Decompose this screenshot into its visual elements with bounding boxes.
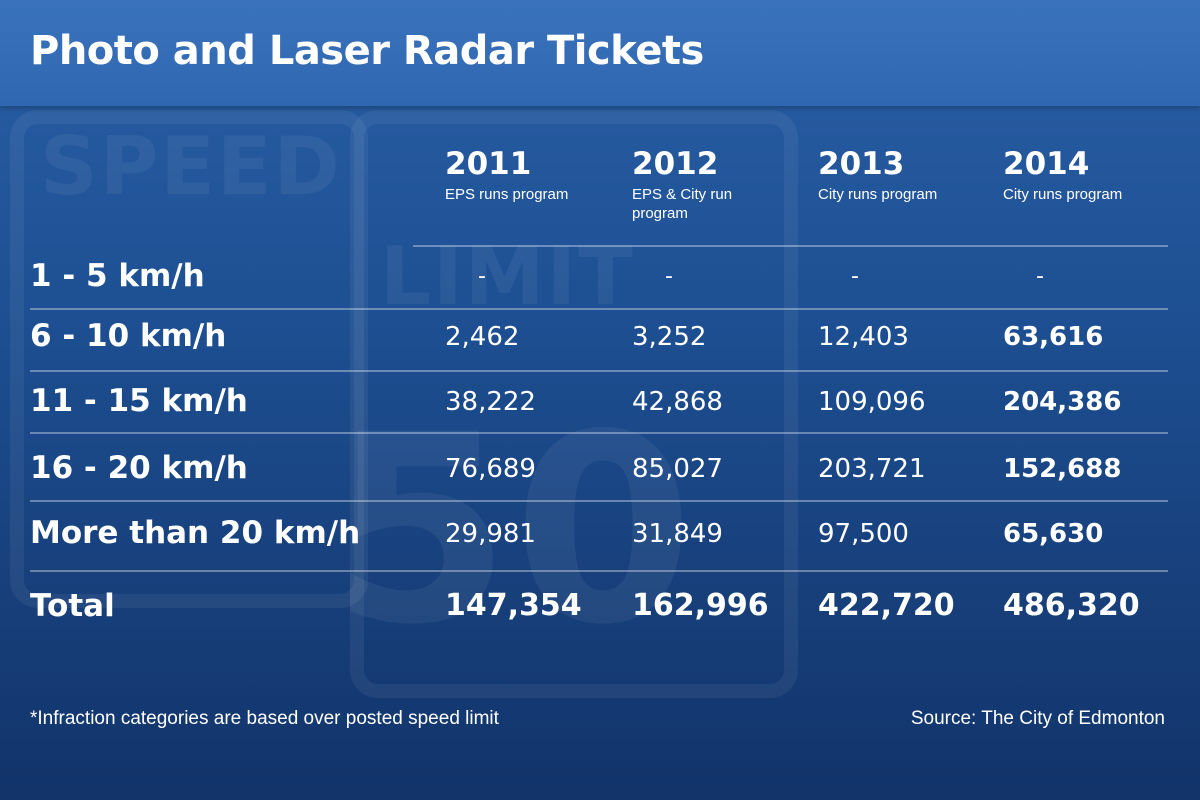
table-cell: 29,981 [445, 519, 536, 549]
column-year: 2012 [632, 146, 719, 182]
column-header: 2012 EPS & City run program [632, 145, 812, 223]
column-year: 2013 [818, 146, 905, 182]
column-year: 2011 [445, 146, 532, 182]
table-cell: 203,721 [818, 454, 926, 484]
table-cell: 42,868 [632, 387, 723, 417]
source-credit: Source: The City of Edmonton [910, 708, 1165, 729]
column-note: EPS runs program [445, 186, 569, 203]
page-title: Photo and Laser Radar Tickets [30, 28, 704, 74]
column-header: 2014 City runs program [1003, 145, 1183, 204]
column-year: 2014 [1003, 146, 1090, 182]
footnote: *Infraction categories are based over po… [30, 708, 499, 729]
table-cell: - [478, 264, 486, 289]
row-label: 6 - 10 km/h [30, 318, 227, 354]
row-divider [30, 432, 1168, 434]
table-cell: 152,688 [1003, 454, 1122, 484]
table-cell: 3,252 [632, 322, 707, 352]
background-speed-sign [10, 110, 368, 608]
column-note: City runs program [818, 186, 938, 203]
table-cell: 2,462 [445, 322, 520, 352]
row-divider [413, 245, 1168, 247]
table-cell: 109,096 [818, 387, 926, 417]
row-label: 11 - 15 km/h [30, 383, 248, 419]
table-cell: 63,616 [1003, 322, 1104, 352]
table-cell: 65,630 [1003, 519, 1104, 549]
background-limit-word: LIMIT [380, 230, 635, 323]
row-divider [30, 500, 1168, 502]
background-digits: 50 [330, 380, 696, 682]
title-bar: Photo and Laser Radar Tickets [0, 0, 1200, 106]
table-cell: 12,403 [818, 322, 909, 352]
table-cell: - [1036, 264, 1044, 289]
total-cell: 162,996 [632, 588, 769, 623]
background-speed-word: SPEED [40, 120, 342, 213]
row-divider [30, 308, 1168, 310]
background-speed-sign-2 [350, 110, 798, 698]
table-cell: - [665, 264, 673, 289]
table-cell: 97,500 [818, 519, 909, 549]
row-divider [30, 370, 1168, 372]
table-cell: 204,386 [1003, 387, 1122, 417]
column-header: 2013 City runs program [818, 145, 998, 204]
row-label: More than 20 km/h [30, 515, 361, 551]
total-cell: 147,354 [445, 588, 582, 623]
row-label: 16 - 20 km/h [30, 450, 248, 486]
table-cell: 31,849 [632, 519, 723, 549]
table-cell: 85,027 [632, 454, 723, 484]
total-cell: 486,320 [1003, 588, 1140, 623]
column-header: 2011 EPS runs program [445, 145, 625, 204]
column-note: City runs program [1003, 186, 1123, 203]
row-divider [30, 570, 1168, 572]
table-cell: 38,222 [445, 387, 536, 417]
table-cell: 76,689 [445, 454, 536, 484]
row-label: 1 - 5 km/h [30, 258, 205, 294]
total-cell: 422,720 [818, 588, 955, 623]
total-label: Total [30, 588, 115, 624]
column-note: EPS & City run program [632, 186, 733, 222]
table-cell: - [851, 264, 859, 289]
